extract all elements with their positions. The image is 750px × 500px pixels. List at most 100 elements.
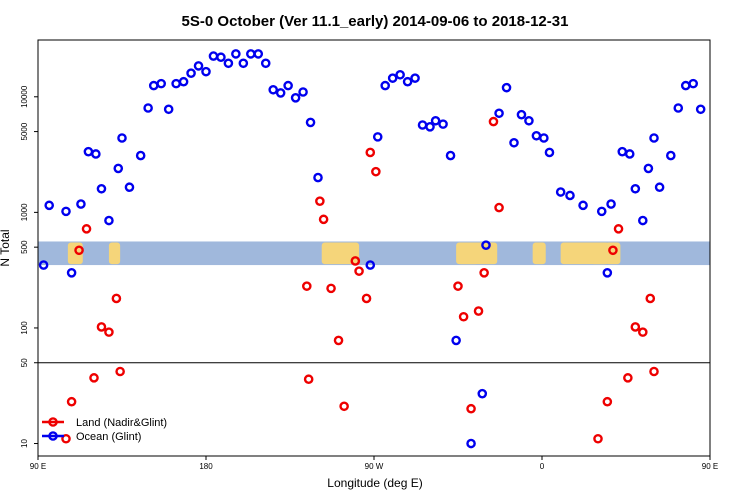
ocean-point: [477, 388, 488, 399]
land-point: [89, 373, 99, 383]
ocean-point: [425, 121, 435, 132]
ocean-point: [501, 82, 512, 93]
land-point: [104, 327, 114, 337]
land-point: [66, 396, 77, 407]
ocean-point: [402, 76, 413, 87]
land-point: [466, 403, 476, 414]
ocean-point: [135, 150, 146, 161]
y-axis: 10 50 100 500 1000 5000 10000: [20, 85, 38, 448]
ocean-point: [430, 115, 441, 126]
ocean-point: [451, 335, 461, 346]
ocean-point: [417, 120, 428, 130]
series-ocean: [38, 49, 706, 449]
ocean-point: [524, 115, 534, 126]
land-point: [453, 281, 463, 291]
land-point: [593, 433, 603, 444]
land-point: [61, 433, 71, 444]
chart-title: 5S-0 October (Ver 11.1_early) 2014-09-06…: [182, 13, 569, 30]
x-axis: 90 E 180 90 W 0 90 E: [30, 456, 718, 471]
ocean-point: [643, 163, 654, 174]
ocean-point: [638, 215, 648, 226]
land-point: [318, 214, 329, 225]
ocean-point: [61, 206, 71, 217]
ocean-point: [531, 130, 542, 141]
ocean-point: [395, 69, 405, 80]
ocean-point: [44, 200, 55, 211]
map-strip-land: [456, 242, 498, 265]
legend-entry-land: Land (Nadir&Glint): [42, 417, 167, 429]
ocean-point: [630, 183, 641, 194]
legend-label-land: Land (Nadir&Glint): [76, 417, 167, 429]
y-tick-label: 5000: [20, 122, 29, 140]
land-point: [354, 266, 364, 276]
land-point: [608, 245, 618, 256]
ocean-point: [445, 150, 456, 161]
ocean-point: [223, 58, 234, 69]
ocean-point: [565, 190, 575, 201]
ocean-point: [555, 187, 566, 197]
ocean-point: [509, 137, 519, 148]
ocean-point: [156, 78, 166, 89]
ocean-point: [305, 117, 316, 128]
ocean-point: [617, 146, 628, 157]
ocean-point: [695, 104, 706, 115]
ocean-point: [253, 49, 264, 59]
x-tick-label: 90 W: [365, 462, 384, 471]
ocean-point: [113, 163, 124, 174]
land-point: [74, 245, 84, 256]
ocean-point: [66, 268, 77, 278]
land-point: [81, 224, 92, 234]
ocean-point: [275, 88, 286, 98]
ocean-point: [481, 240, 491, 250]
x-axis-label: Longitude (deg E): [327, 476, 422, 490]
ocean-point: [516, 109, 527, 120]
ocean-point: [96, 183, 107, 194]
map-strip-land: [560, 242, 610, 265]
ocean-point: [245, 49, 256, 59]
ocean-point: [268, 84, 279, 95]
ocean-point: [313, 172, 323, 183]
ocean-point: [201, 66, 211, 77]
ocean-point: [298, 87, 308, 97]
land-point: [613, 224, 624, 234]
land-point: [361, 293, 372, 304]
ocean-point: [666, 150, 676, 161]
ocean-point: [76, 199, 86, 209]
ocean-point: [193, 61, 204, 71]
y-tick-label: 50: [20, 358, 29, 367]
legend-entry-ocean: Ocean (Glint): [42, 431, 141, 443]
ocean-point: [578, 200, 588, 211]
land-point: [371, 166, 381, 177]
map-strip: [38, 241, 710, 266]
land-point: [630, 322, 641, 332]
ocean-point: [178, 76, 189, 87]
ocean-point: [466, 438, 476, 449]
land-point: [303, 374, 314, 385]
land-point: [315, 196, 325, 206]
ocean-point: [104, 215, 114, 226]
y-axis-label: N Total: [0, 229, 12, 266]
land-point: [339, 401, 349, 412]
map-strip-land: [108, 242, 121, 265]
ocean-point: [372, 132, 383, 142]
ocean-point: [438, 119, 448, 129]
ocean-point: [380, 80, 391, 91]
ocean-point: [649, 133, 659, 143]
ocean-point: [387, 73, 398, 83]
land-point: [473, 306, 484, 316]
ocean-point: [91, 149, 101, 159]
y-tick-label: 10000: [20, 85, 29, 108]
land-point: [623, 373, 633, 383]
ocean-point: [494, 108, 504, 119]
ocean-point: [680, 80, 691, 91]
ocean-point: [171, 78, 181, 89]
land-point: [115, 366, 125, 377]
ocean-point: [410, 73, 420, 83]
ocean-point: [163, 104, 174, 115]
ocean-point: [654, 182, 665, 193]
ocean-point: [124, 182, 135, 193]
ocean-point: [624, 149, 635, 159]
legend-marker-ocean: [48, 431, 58, 441]
y-tick-label: 100: [20, 321, 29, 335]
